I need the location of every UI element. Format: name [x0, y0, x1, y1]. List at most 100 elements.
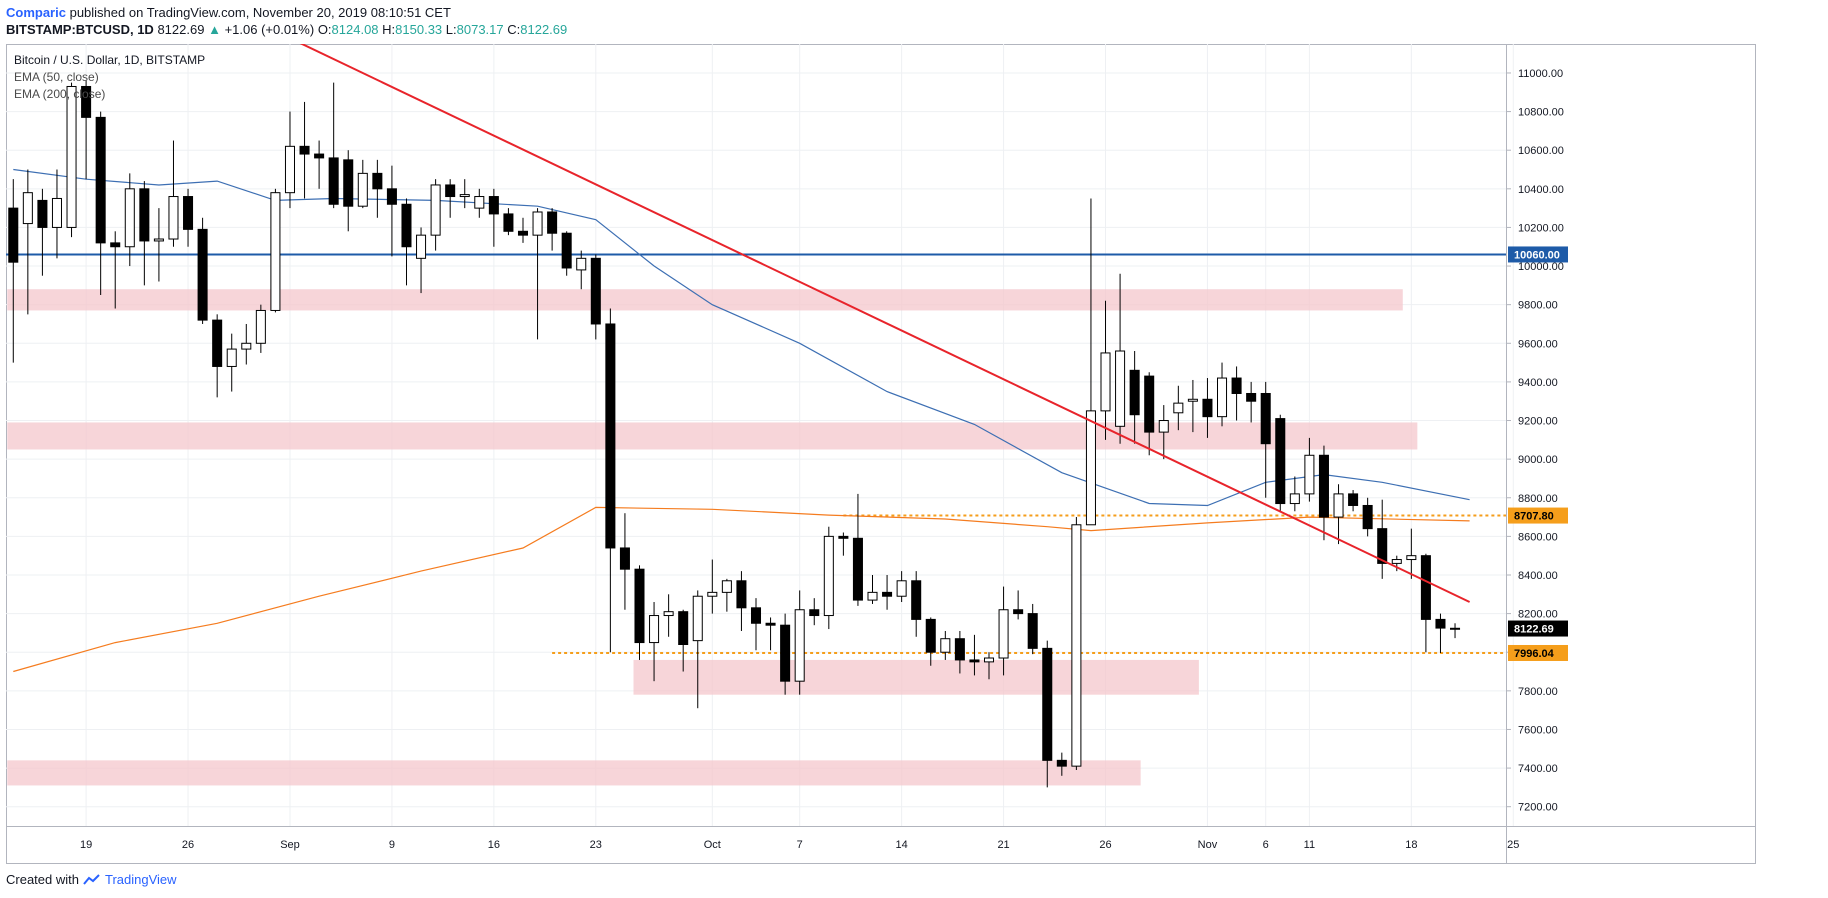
candle-body [1406, 555, 1417, 561]
candle-body [66, 85, 77, 228]
candle-body [51, 197, 62, 228]
candle-body [896, 580, 907, 597]
candle-body [343, 159, 354, 207]
candle-body [314, 153, 325, 159]
candle-body [1085, 410, 1096, 526]
published-text: published on TradingView.com, November 2… [69, 5, 451, 20]
candle-body [750, 607, 762, 624]
x-tick-label: 26 [182, 839, 194, 851]
candle-body [1158, 420, 1169, 433]
high-value: 8150.33 [395, 22, 443, 37]
ema200-line [13, 506, 1470, 673]
candle-body [998, 609, 1009, 659]
candle-body [1042, 647, 1053, 761]
candle-body [634, 568, 645, 644]
open-value: 8124.08 [331, 22, 379, 37]
author-link[interactable]: Comparic [6, 5, 66, 20]
candle-body [547, 211, 558, 234]
legend-title: Bitcoin / U.S. Dollar, 1D, BITSTAMP [14, 53, 206, 67]
low-label: L: [445, 22, 457, 37]
y-tick-label: 8400.00 [1518, 570, 1558, 582]
candle-body [780, 624, 791, 682]
candle-body [1202, 398, 1213, 418]
candle-body [37, 199, 48, 228]
candle-body [605, 323, 616, 549]
y-tick-label: 8800.00 [1518, 493, 1558, 505]
y-tick-label: 7800.00 [1518, 686, 1558, 698]
candle-body [619, 547, 630, 570]
level-price-tag-bg [1508, 246, 1568, 263]
candle-body [445, 184, 456, 198]
candle-body [1217, 377, 1228, 418]
candle-body [1450, 627, 1461, 630]
candle-body [809, 609, 820, 617]
dotted-level-price-tag-bg [1508, 644, 1568, 661]
low-value: 8073.17 [456, 22, 504, 37]
last-price-tag-bg [1508, 620, 1568, 637]
candle-body [241, 342, 252, 350]
trendline [299, 44, 1471, 603]
candle-body [1435, 618, 1446, 629]
x-tick-label: 23 [590, 839, 602, 851]
candle-body [168, 196, 179, 240]
candle-body [357, 172, 368, 207]
last-price: 8122.69 [157, 22, 205, 37]
chart-border [6, 44, 1756, 864]
ohlc-line: BITSTAMP:BTCUSD, 1D 8122.69 ▲ +1.06 (+0.… [6, 22, 567, 37]
dotted-level-price-tag: 7996.04 [1514, 648, 1555, 660]
high-label: H: [382, 22, 396, 37]
price-chart[interactable]: 7200.007400.007600.007800.008000.008200.… [6, 44, 1756, 864]
tradingview-link[interactable]: TradingView [104, 872, 177, 887]
candle-body [1304, 454, 1315, 495]
candle-body [284, 145, 295, 194]
candle-body [736, 580, 747, 609]
candle-body [1260, 392, 1271, 445]
candle-body [212, 319, 223, 367]
chart-frame[interactable]: 7200.007400.007600.007800.008000.008200.… [6, 44, 1756, 864]
y-tick-label: 10400.00 [1518, 184, 1564, 196]
candle-body [1420, 555, 1431, 620]
candle-body [474, 196, 485, 209]
candle-body [1100, 352, 1111, 412]
candle-body [226, 348, 237, 367]
close-value: 8122.69 [520, 22, 568, 37]
x-tick-label: 7 [797, 839, 803, 851]
candle-body [882, 591, 893, 597]
candle-body [1289, 493, 1300, 505]
candle-body [8, 207, 19, 263]
candle-body [678, 611, 689, 645]
candle-body [1129, 369, 1140, 416]
y-tick-label: 9000.00 [1518, 454, 1558, 466]
tradingview-logo-icon [83, 873, 100, 885]
candle-body [1115, 350, 1126, 427]
candle-body [1071, 524, 1082, 767]
candle-body [183, 196, 194, 230]
y-tick-label: 8600.00 [1518, 531, 1558, 543]
support-resistance-zone [7, 422, 1418, 450]
y-tick-label: 9400.00 [1518, 377, 1558, 389]
created-with-text: Created with [6, 872, 79, 887]
legend-ema200: EMA (200, close) [14, 87, 106, 101]
candle-body [1144, 375, 1155, 433]
candle-body [372, 172, 383, 190]
candle-body [430, 184, 441, 236]
candle-body [386, 188, 397, 205]
y-tick-label: 11000.00 [1518, 68, 1563, 80]
ema50-line [13, 168, 1470, 507]
y-tick-label: 9600.00 [1518, 338, 1558, 350]
candle-body [255, 309, 266, 344]
x-tick-label: 26 [1099, 839, 1111, 851]
last-price-tag: 8122.69 [1514, 624, 1554, 636]
y-tick-label: 7200.00 [1518, 802, 1558, 814]
candle-body [517, 230, 529, 236]
y-tick-label: 10600.00 [1518, 145, 1564, 157]
candle-body [1275, 418, 1286, 505]
x-tick-label: 18 [1405, 839, 1417, 851]
candle-body [954, 638, 965, 661]
candle-body [649, 615, 660, 644]
candle-body [721, 580, 732, 593]
candle-body [852, 537, 863, 601]
candle-body [911, 580, 922, 620]
candle-body [124, 188, 135, 248]
x-tick-label: Sep [280, 839, 300, 851]
